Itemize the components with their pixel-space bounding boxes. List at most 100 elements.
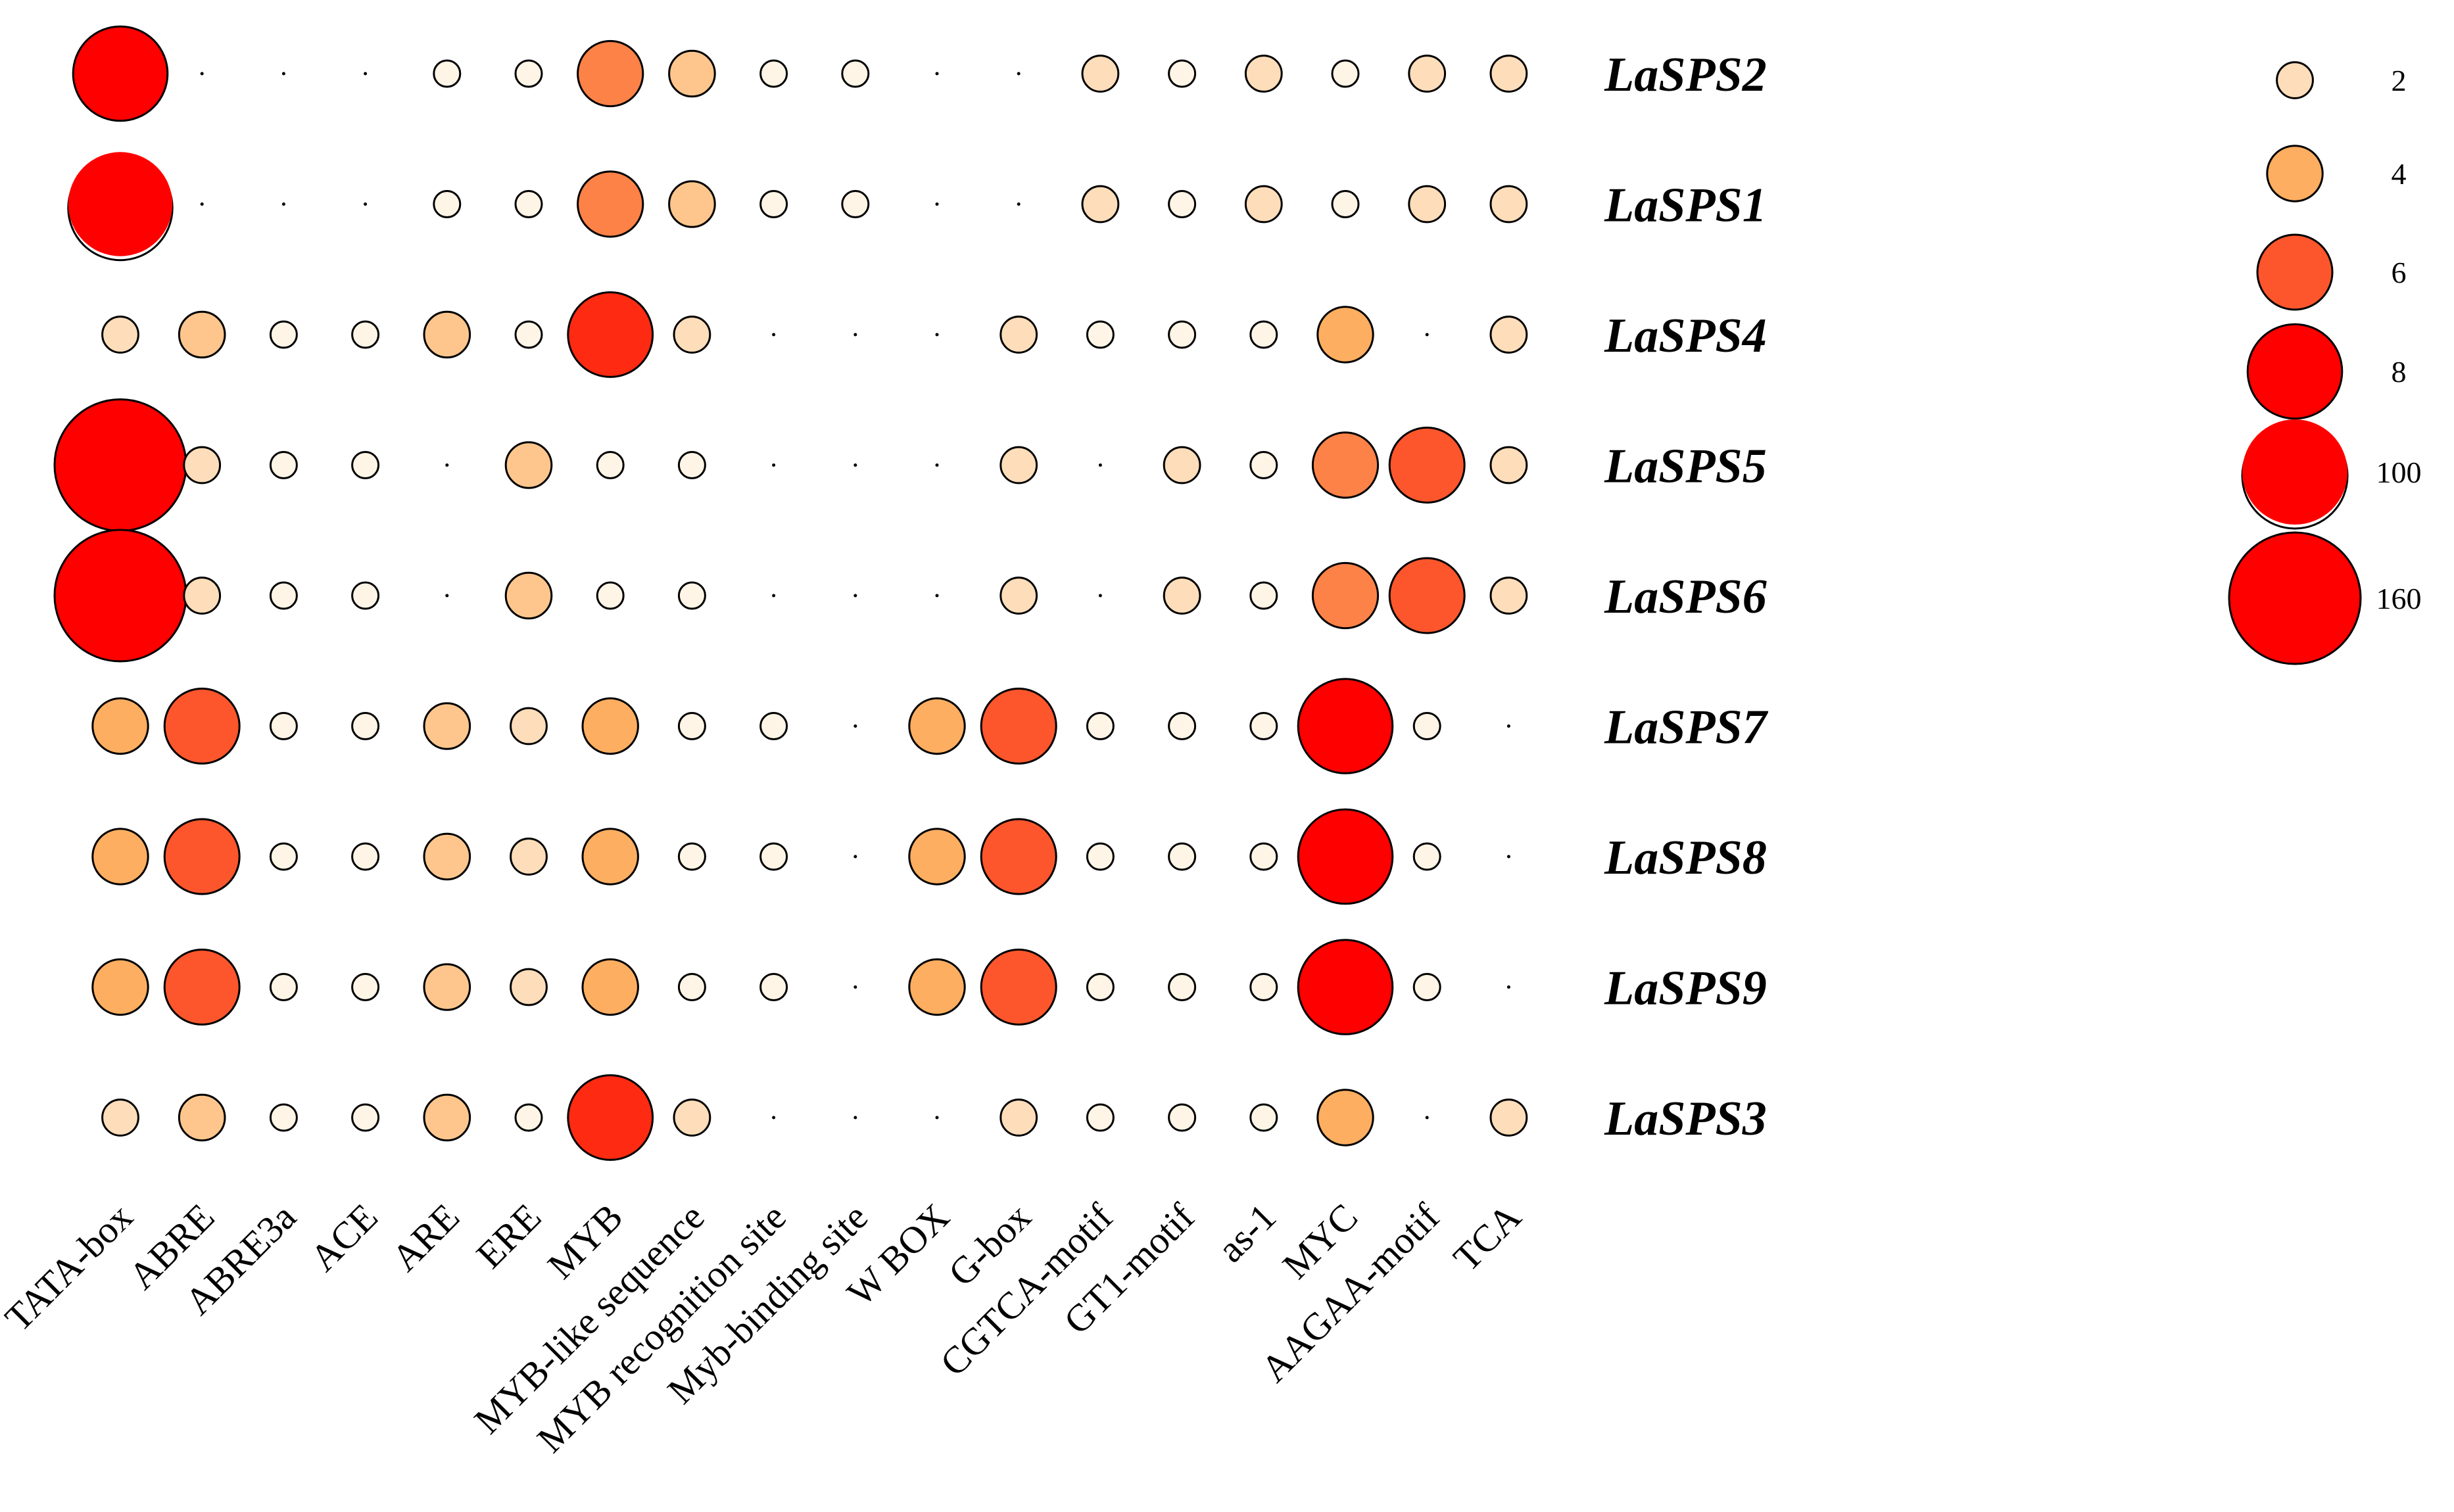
- bubble-LaSPS1-12: [1017, 202, 1021, 206]
- column-label: TCA: [1445, 1195, 1529, 1279]
- bubble-LaSPS7-3: [269, 712, 298, 740]
- bubble-LaSPS6-13: [1098, 594, 1102, 598]
- bubble-LaSPS1-2: [200, 202, 204, 206]
- bubble-LaSPS8-7: [581, 828, 639, 886]
- bubble-LaSPS4-7: [567, 291, 654, 378]
- bubble-LaSPS7-6: [510, 707, 548, 745]
- bubble-LaSPS2-1: [72, 25, 169, 122]
- bubble-LaSPS5-2: [183, 446, 222, 484]
- bubble-LaSPS9-8: [677, 973, 706, 1001]
- bubble-LaSPS4-11: [935, 333, 939, 337]
- bubble-LaSPS9-4: [351, 973, 380, 1001]
- bubble-LaSPS3-15: [1249, 1103, 1278, 1132]
- bubble-LaSPS7-2: [163, 688, 241, 765]
- legend-bubble-8: [2246, 323, 2344, 420]
- bubble-LaSPS6-2: [183, 577, 222, 615]
- bubble-LaSPS5-15: [1249, 451, 1278, 479]
- bubble-LaSPS6-15: [1249, 581, 1278, 610]
- bubble-LaSPS5-12: [999, 446, 1038, 484]
- bubble-LaSPS8-14: [1168, 842, 1197, 871]
- bubble-LaSPS7-8: [677, 712, 706, 740]
- bubble-LaSPS8-3: [269, 842, 298, 871]
- bubble-LaSPS6-7: [596, 581, 625, 610]
- bubble-LaSPS9-7: [581, 958, 639, 1016]
- bubble-LaSPS9-9: [759, 973, 788, 1001]
- bubble-LaSPS3-17: [1425, 1116, 1429, 1120]
- bubble-LaSPS9-5: [423, 963, 471, 1011]
- bubble-LaSPS5-10: [854, 463, 857, 467]
- bubble-LaSPS5-18: [1489, 446, 1528, 484]
- legend-label-4: 4: [2392, 157, 2407, 191]
- bubble-LaSPS1-3: [281, 202, 285, 206]
- bubble-LaSPS3-14: [1168, 1103, 1197, 1132]
- bubble-LaSPS4-3: [269, 320, 298, 349]
- bubble-LaSPS2-2: [200, 72, 204, 76]
- bubble-LaSPS5-8: [677, 451, 706, 479]
- bubble-LaSPS8-2: [163, 818, 241, 895]
- legend-label-160: 160: [2376, 582, 2422, 615]
- bubble-LaSPS7-10: [854, 724, 857, 728]
- bubble-LaSPS2-7: [577, 39, 644, 108]
- legend-bubble-6: [2256, 233, 2334, 311]
- bubble-LaSPS8-4: [351, 842, 380, 871]
- bubble-LaSPS5-5: [445, 463, 449, 467]
- bubble-LaSPS9-6: [510, 968, 548, 1006]
- legend-bubble-100: [2241, 419, 2349, 530]
- bubble-LaSPS2-6: [514, 59, 543, 88]
- bubble-LaSPS1-6: [514, 190, 543, 218]
- bubble-LaSPS2-10: [841, 59, 870, 88]
- bubble-LaSPS8-17: [1412, 842, 1441, 871]
- bubble-LaSPS1-8: [668, 180, 716, 228]
- bubble-LaSPS1-13: [1081, 185, 1120, 224]
- bubble-LaSPS6-4: [351, 581, 380, 610]
- bubble-LaSPS3-1: [101, 1099, 139, 1137]
- legend-label-8: 8: [2392, 355, 2407, 389]
- bubble-LaSPS2-17: [1408, 55, 1447, 93]
- column-label: ARE: [383, 1195, 468, 1279]
- bubble-LaSPS6-3: [269, 581, 298, 610]
- bubble-LaSPS6-14: [1163, 577, 1201, 615]
- bubble-LaSPS6-1: [53, 529, 187, 663]
- bubble-LaSPS4-17: [1425, 333, 1429, 337]
- bubble-LaSPS5-4: [351, 451, 380, 479]
- bubble-LaSPS9-10: [854, 985, 857, 989]
- bubble-LaSPS4-6: [514, 320, 543, 349]
- bubble-LaSPS8-11: [908, 828, 966, 886]
- column-label: ACE: [302, 1195, 386, 1279]
- bubble-LaSPS9-1: [91, 958, 149, 1016]
- bubble-LaSPS3-8: [673, 1099, 711, 1137]
- bubble-LaSPS6-6: [504, 571, 553, 620]
- bubble-LaSPS1-17: [1408, 185, 1447, 224]
- bubble-LaSPS1-18: [1489, 185, 1528, 224]
- bubble-LaSPS6-9: [772, 594, 776, 598]
- bubble-LaSPS3-12: [999, 1099, 1038, 1137]
- bubble-LaSPS3-6: [514, 1103, 543, 1132]
- bubble-LaSPS9-2: [163, 949, 241, 1026]
- legend-label-6: 6: [2392, 256, 2407, 289]
- row-label-LaSPS8: LaSPS8: [1604, 831, 1767, 885]
- bubble-LaSPS2-12: [1017, 72, 1021, 76]
- row-label-LaSPS3: LaSPS3: [1604, 1092, 1767, 1146]
- column-label: as-1: [1209, 1195, 1284, 1270]
- bubble-LaSPS3-11: [935, 1116, 939, 1120]
- bubble-LaSPS7-15: [1249, 712, 1278, 740]
- bubble-LaSPS4-2: [178, 310, 226, 359]
- bubble-LaSPS3-5: [423, 1093, 471, 1142]
- bubble-LaSPS4-15: [1249, 320, 1278, 349]
- bubble-LaSPS3-10: [854, 1116, 857, 1120]
- bubble-LaSPS2-13: [1081, 55, 1120, 93]
- bubble-LaSPS9-16: [1297, 939, 1394, 1035]
- bubble-LaSPS6-16: [1311, 561, 1380, 630]
- bubble-LaSPS1-9: [759, 190, 788, 218]
- legend-label-2: 2: [2392, 64, 2407, 97]
- bubble-LaSPS3-9: [772, 1116, 776, 1120]
- bubble-LaSPS8-16: [1297, 808, 1394, 905]
- bubble-LaSPS8-6: [510, 838, 548, 876]
- bubble-LaSPS8-8: [677, 842, 706, 871]
- bubble-LaSPS9-13: [1086, 973, 1115, 1001]
- bubble-LaSPS9-3: [269, 973, 298, 1001]
- bubble-LaSPS1-1: [67, 152, 174, 262]
- bubble-LaSPS5-11: [935, 463, 939, 467]
- row-label-LaSPS6: LaSPS6: [1604, 570, 1767, 624]
